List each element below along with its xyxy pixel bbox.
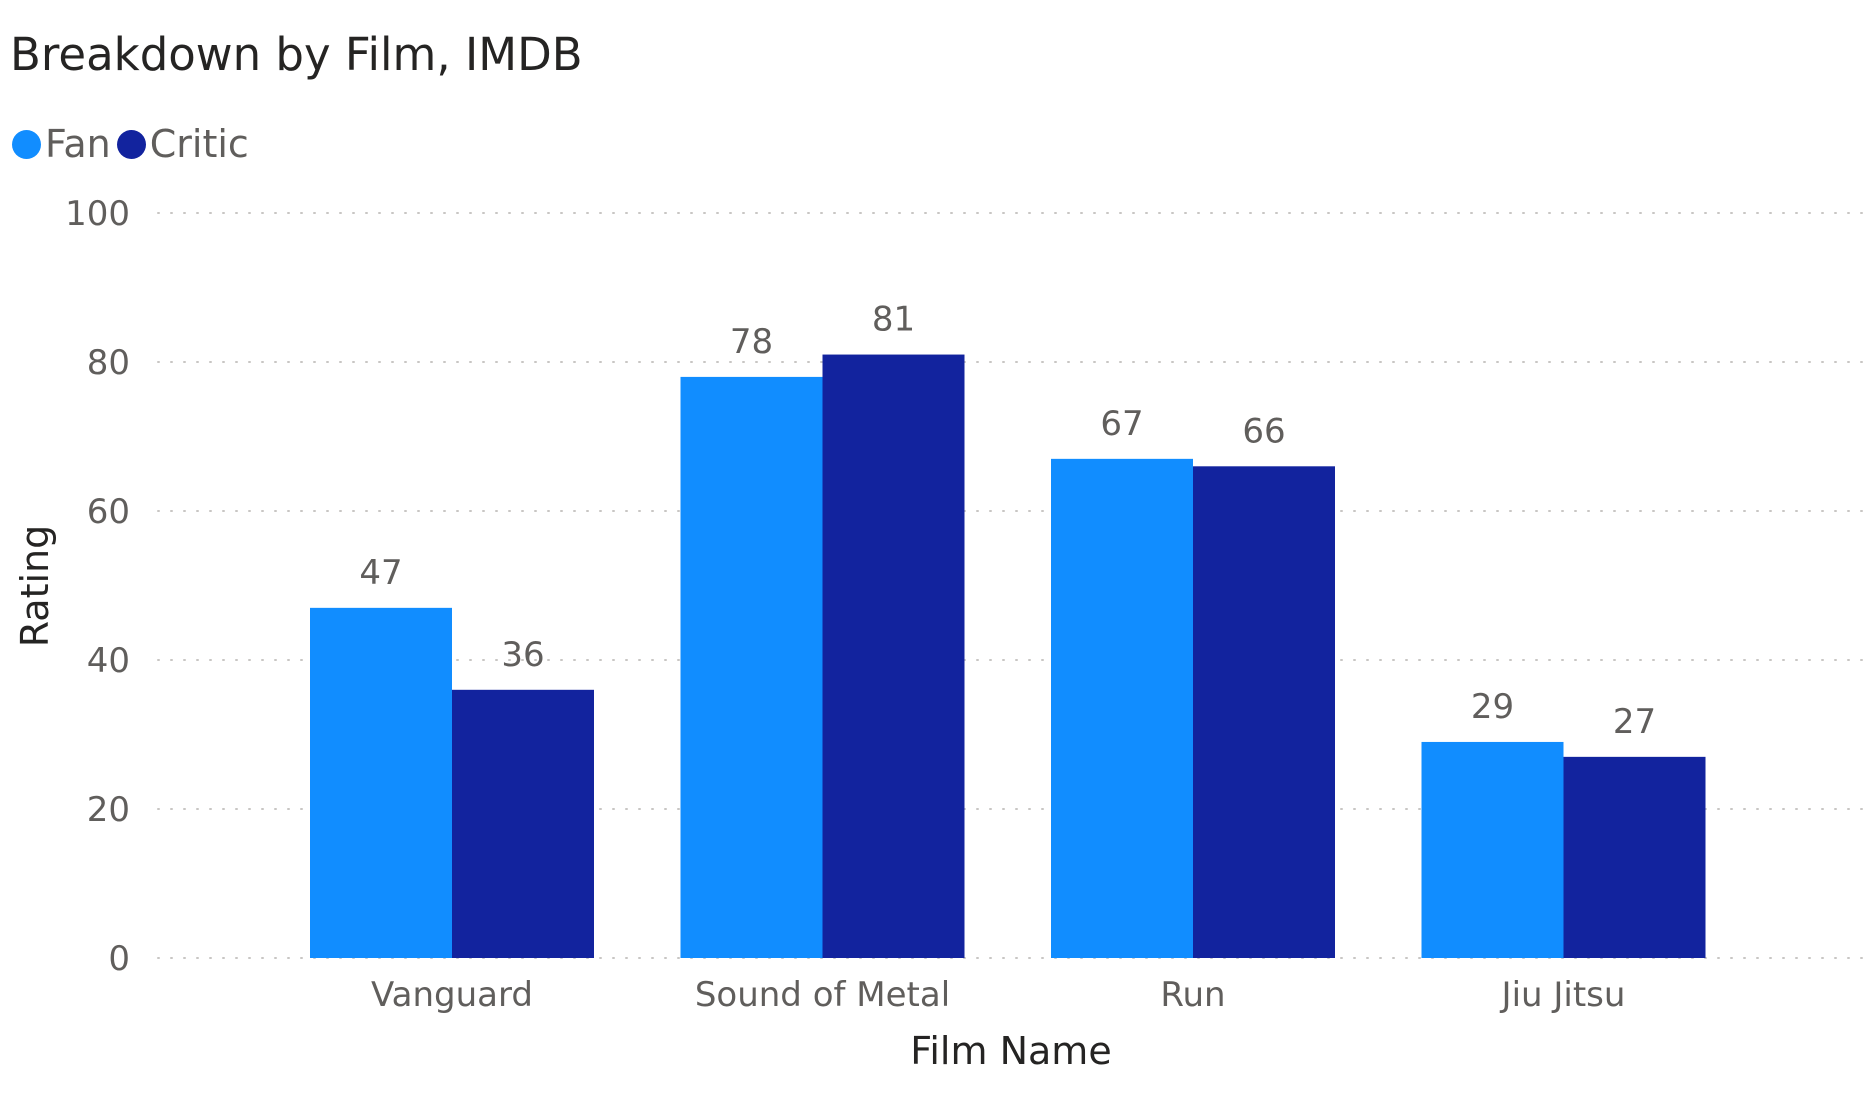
data-label: 81 bbox=[872, 300, 915, 340]
bar-critic bbox=[452, 689, 594, 958]
bar-critic bbox=[822, 354, 965, 958]
data-label: 47 bbox=[359, 553, 402, 593]
x-category-label: Jiu Jitsu bbox=[1500, 975, 1626, 1015]
legend: Fan Critic bbox=[12, 122, 255, 166]
x-category-label: Run bbox=[1160, 975, 1225, 1015]
data-label: 36 bbox=[501, 635, 544, 675]
legend-swatch-critic bbox=[116, 129, 146, 159]
legend-item-critic[interactable]: Critic bbox=[116, 122, 249, 166]
y-tick-label: 60 bbox=[87, 492, 130, 532]
bar-critic bbox=[1193, 466, 1335, 958]
legend-label-fan: Fan bbox=[45, 122, 111, 166]
bar-fan bbox=[1421, 741, 1564, 958]
x-category-label: Sound of Metal bbox=[695, 975, 950, 1015]
bar-fan bbox=[1051, 458, 1193, 958]
legend-label-critic: Critic bbox=[149, 122, 249, 166]
chart-title: Breakdown by Film, IMDB bbox=[10, 28, 583, 81]
y-tick-label: 20 bbox=[87, 790, 130, 830]
bar-fan bbox=[310, 607, 452, 958]
data-label: 66 bbox=[1242, 411, 1285, 451]
y-axis-title: Rating bbox=[13, 525, 57, 648]
data-label: 29 bbox=[1471, 687, 1514, 727]
data-label: 78 bbox=[730, 322, 773, 362]
bar-fan bbox=[680, 376, 823, 958]
data-label: 27 bbox=[1613, 702, 1656, 742]
x-category-label: Vanguard bbox=[371, 975, 533, 1015]
y-tick-label: 100 bbox=[65, 194, 130, 234]
bar-critic bbox=[1563, 756, 1706, 958]
y-tick-label: 80 bbox=[87, 343, 130, 383]
y-tick-label: 0 bbox=[108, 939, 130, 979]
y-tick-label: 40 bbox=[87, 641, 130, 681]
data-label: 67 bbox=[1100, 404, 1143, 444]
x-axis-title: Film Name bbox=[910, 1029, 1111, 1073]
legend-swatch-fan bbox=[12, 129, 41, 159]
legend-item-fan[interactable]: Fan bbox=[12, 122, 111, 166]
